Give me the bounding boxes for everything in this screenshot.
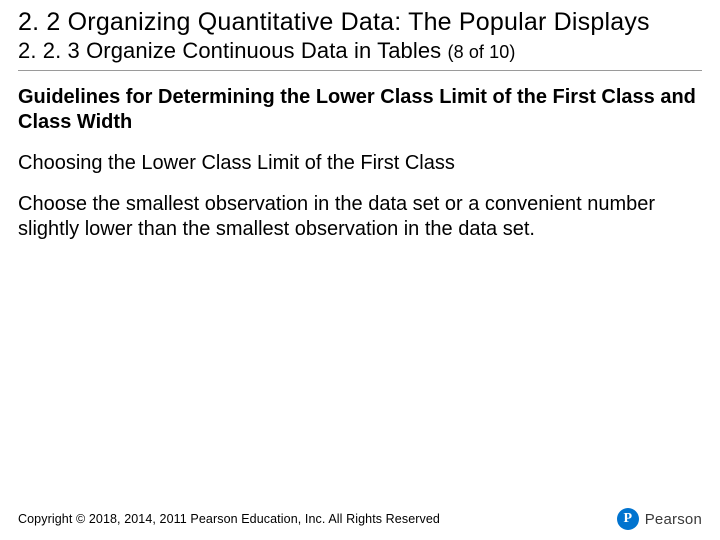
content-subheading: Choosing the Lower Class Limit of the Fi… <box>18 151 702 176</box>
subsection-title: 2. 2. 3 Organize Continuous Data in Tabl… <box>18 38 702 64</box>
logo-letter: P <box>623 511 632 527</box>
slide-container: 2. 2 Organizing Quantitative Data: The P… <box>0 0 720 540</box>
title-divider <box>18 70 702 71</box>
content-heading: Guidelines for Determining the Lower Cla… <box>18 85 702 135</box>
section-title-text: Organizing Quantitative Data: The Popula… <box>68 8 650 36</box>
brand-logo: P Pearson <box>617 508 702 530</box>
section-number: 2. 2 <box>18 8 61 36</box>
section-title: 2. 2 Organizing Quantitative Data: The P… <box>18 8 702 37</box>
logo-brand-text: Pearson <box>645 511 702 528</box>
page-indicator: (8 of 10) <box>448 42 516 62</box>
content-body: Choose the smallest observation in the d… <box>18 192 702 242</box>
subsection-number: 2. 2. 3 <box>18 38 80 63</box>
logo-mark: P <box>617 508 639 530</box>
copyright-footer: Copyright © 2018, 2014, 2011 Pearson Edu… <box>18 512 440 526</box>
subsection-title-text: Organize Continuous Data in Tables <box>86 38 441 63</box>
